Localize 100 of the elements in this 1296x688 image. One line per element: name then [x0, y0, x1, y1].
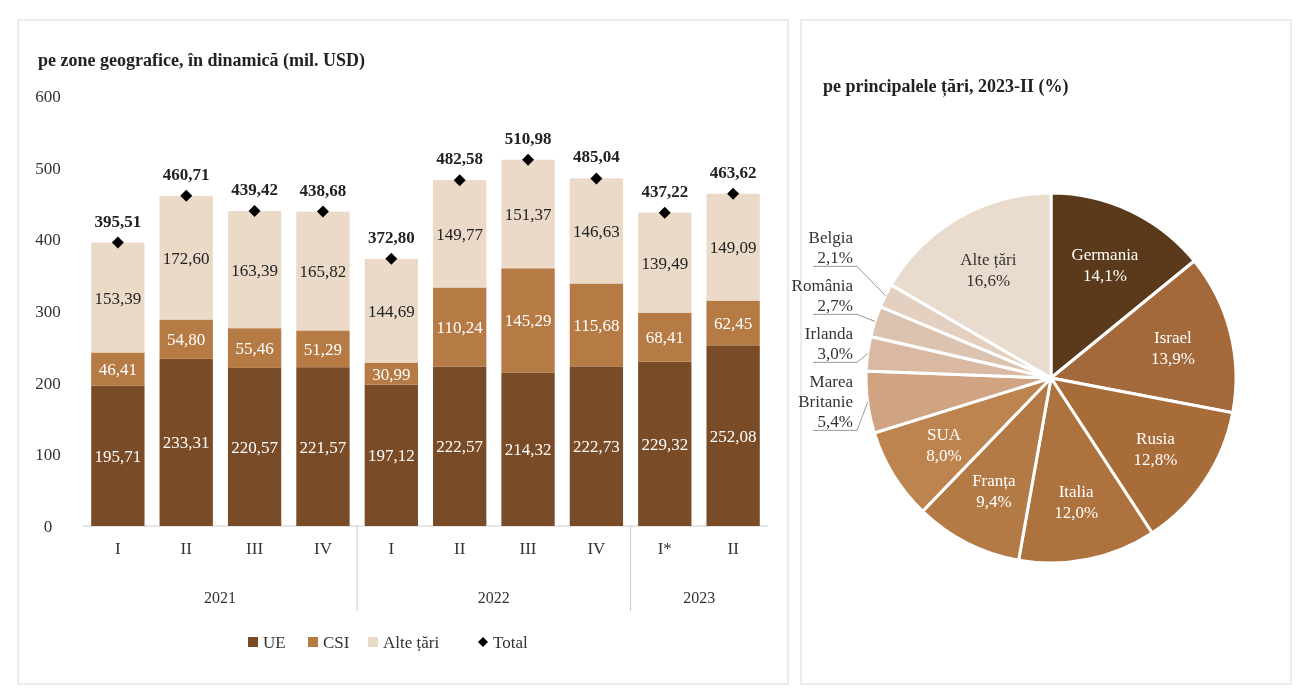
- y-tick-label: 200: [35, 373, 61, 393]
- bar: [569, 178, 624, 284]
- x-tick-label: II: [180, 539, 193, 558]
- data-label: 222,73: [573, 437, 620, 457]
- slice-label: Germania: [1071, 245, 1139, 265]
- data-label: 460,71: [162, 164, 210, 184]
- data-label: 115,68: [573, 315, 620, 335]
- data-label: 510,98: [504, 128, 552, 148]
- bar: [433, 287, 487, 367]
- data-label: 3,0%: [817, 344, 853, 364]
- data-label: 163,39: [231, 260, 278, 280]
- data-label: 195,71: [94, 446, 142, 466]
- bar: [91, 385, 145, 526]
- y-tick-label: 400: [35, 230, 61, 250]
- bar: [433, 180, 487, 288]
- slice-label: Belgia: [808, 228, 854, 248]
- data-label: 12,0%: [1054, 503, 1099, 523]
- x-tick-label: I: [388, 539, 395, 558]
- bar: [159, 358, 213, 526]
- slice-label: România: [791, 276, 854, 296]
- point: [453, 174, 466, 187]
- data-label: 68,41: [645, 328, 684, 348]
- data-label: 12,8%: [1133, 450, 1178, 470]
- data-label: 222,57: [436, 437, 484, 457]
- data-label: 2,1%: [817, 248, 853, 268]
- data-label: 110,24: [436, 317, 484, 337]
- data-label: 463,62: [709, 162, 757, 182]
- y-tick-label: 500: [35, 158, 61, 178]
- data-label: 54,80: [167, 330, 206, 350]
- data-label: 62,45: [714, 313, 753, 333]
- x-tick-label: IV: [587, 539, 607, 558]
- point: [658, 206, 671, 219]
- point: [180, 189, 193, 202]
- point: [727, 187, 740, 200]
- data-label: 13,9%: [1150, 349, 1195, 369]
- slice-label: Italia: [1058, 482, 1095, 502]
- bar: [91, 352, 145, 386]
- data-label: 16,6%: [966, 270, 1011, 290]
- x-tick-label: IV: [313, 539, 333, 558]
- legend-label: Alte țări: [383, 633, 440, 652]
- y-tick-label: 600: [35, 87, 61, 106]
- x-tick-label: II: [727, 539, 740, 558]
- data-label: 151,37: [504, 205, 552, 225]
- data-label: 30,99: [372, 364, 411, 384]
- data-label: 233,31: [162, 433, 210, 453]
- bar: [706, 193, 760, 301]
- slice-label: Alte țări: [960, 249, 1017, 269]
- text: 2023: [683, 589, 716, 606]
- data-label: 14,1%: [1082, 266, 1127, 286]
- x-tick-label: II: [454, 539, 466, 558]
- data-label: 485,04: [573, 147, 621, 167]
- data-label: 145,29: [504, 311, 552, 331]
- point: [248, 205, 261, 218]
- data-label: 438,68: [299, 180, 347, 200]
- data-label: 51,29: [303, 339, 343, 359]
- chart-title: pe principalele țări, 2023-II (%): [823, 76, 1069, 97]
- bar: [638, 361, 692, 526]
- bar: [569, 283, 624, 367]
- x-tick-label: III: [246, 539, 264, 558]
- bar: [296, 211, 350, 331]
- point: [385, 252, 398, 265]
- legend-label: Total: [493, 633, 528, 652]
- data-label: 229,32: [641, 434, 689, 454]
- y-tick-label: 0: [43, 517, 53, 536]
- data-label: 220,57: [231, 437, 279, 457]
- bar: [364, 384, 418, 526]
- bar: [364, 258, 418, 363]
- slice-label: Israel: [1154, 328, 1193, 348]
- bar: [706, 345, 760, 526]
- bar: [569, 366, 624, 526]
- point: [522, 153, 535, 166]
- data-label: 46,41: [98, 360, 137, 380]
- y-tick-label: 100: [35, 445, 61, 465]
- data-label: 172,60: [162, 248, 210, 268]
- data-label: 2,7%: [817, 296, 853, 316]
- data-label: 197,12: [367, 446, 415, 466]
- data-label: 149,09: [709, 238, 757, 258]
- bar: [227, 211, 282, 329]
- bar: [227, 367, 282, 526]
- bar: [296, 330, 350, 368]
- data-label: 9,4%: [976, 492, 1012, 512]
- data-label: 372,80: [367, 227, 415, 247]
- bar: [296, 367, 350, 526]
- slice-label: Rusia: [1136, 429, 1176, 449]
- slice-label: SUA: [926, 425, 962, 445]
- slice-label: Marea Britanie: [798, 372, 854, 412]
- data-label: 437,22: [641, 181, 689, 201]
- data-label: 5,4%: [817, 412, 853, 432]
- bar: [638, 312, 692, 362]
- data-label: 139,49: [641, 253, 689, 273]
- bar: [501, 159, 555, 269]
- text: 2022: [477, 589, 510, 606]
- legend-label: CSI: [323, 633, 350, 652]
- point: [590, 172, 603, 185]
- data-label: 55,46: [235, 339, 274, 359]
- x-tick-label: I: [115, 539, 122, 558]
- bar: [501, 268, 555, 373]
- data-label: 482,58: [436, 149, 484, 169]
- x-tick-label: I*: [657, 539, 672, 558]
- bar: [706, 300, 760, 346]
